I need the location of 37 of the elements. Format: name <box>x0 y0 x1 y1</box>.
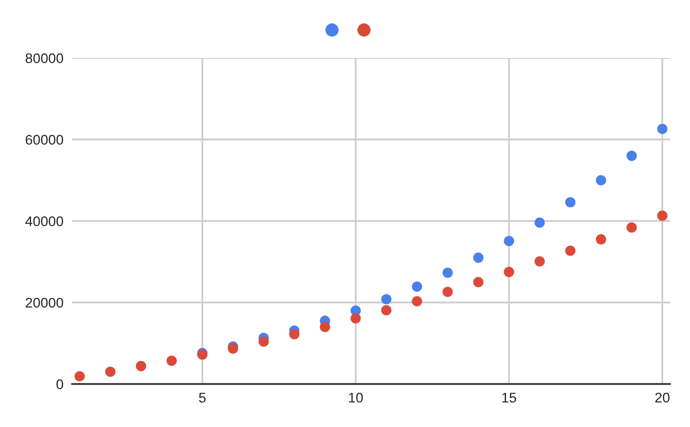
y-tick-label: 80000 <box>26 53 64 64</box>
point <box>105 366 116 377</box>
x-tick-label: 5 <box>199 392 206 403</box>
point <box>657 210 668 221</box>
y-tick-label: 0 <box>56 379 64 390</box>
x-tick-label: 20 <box>655 392 670 403</box>
point <box>320 322 330 332</box>
point <box>381 294 392 304</box>
point <box>136 360 146 372</box>
point <box>504 236 514 246</box>
point <box>381 305 392 316</box>
point <box>534 256 545 266</box>
x-tick-label: 15 <box>502 392 516 403</box>
point <box>534 217 545 228</box>
point <box>258 336 269 347</box>
x-tick-label: 10 <box>349 392 363 403</box>
point <box>504 266 514 278</box>
point <box>657 124 668 134</box>
point <box>565 197 576 208</box>
y-tick-label: 40000 <box>25 216 64 226</box>
point <box>626 150 637 161</box>
y-tick-label: 20000 <box>26 298 64 308</box>
point <box>565 246 576 256</box>
point <box>473 252 484 263</box>
y-tick-label: 60000 <box>26 134 64 145</box>
point <box>412 281 422 292</box>
point <box>166 356 177 366</box>
point <box>596 234 606 244</box>
point <box>442 286 453 298</box>
point <box>350 313 361 324</box>
point <box>74 371 85 382</box>
point <box>596 175 606 186</box>
point <box>412 296 422 306</box>
point <box>289 329 300 340</box>
point <box>626 222 637 233</box>
point <box>442 268 453 278</box>
point <box>473 276 484 288</box>
